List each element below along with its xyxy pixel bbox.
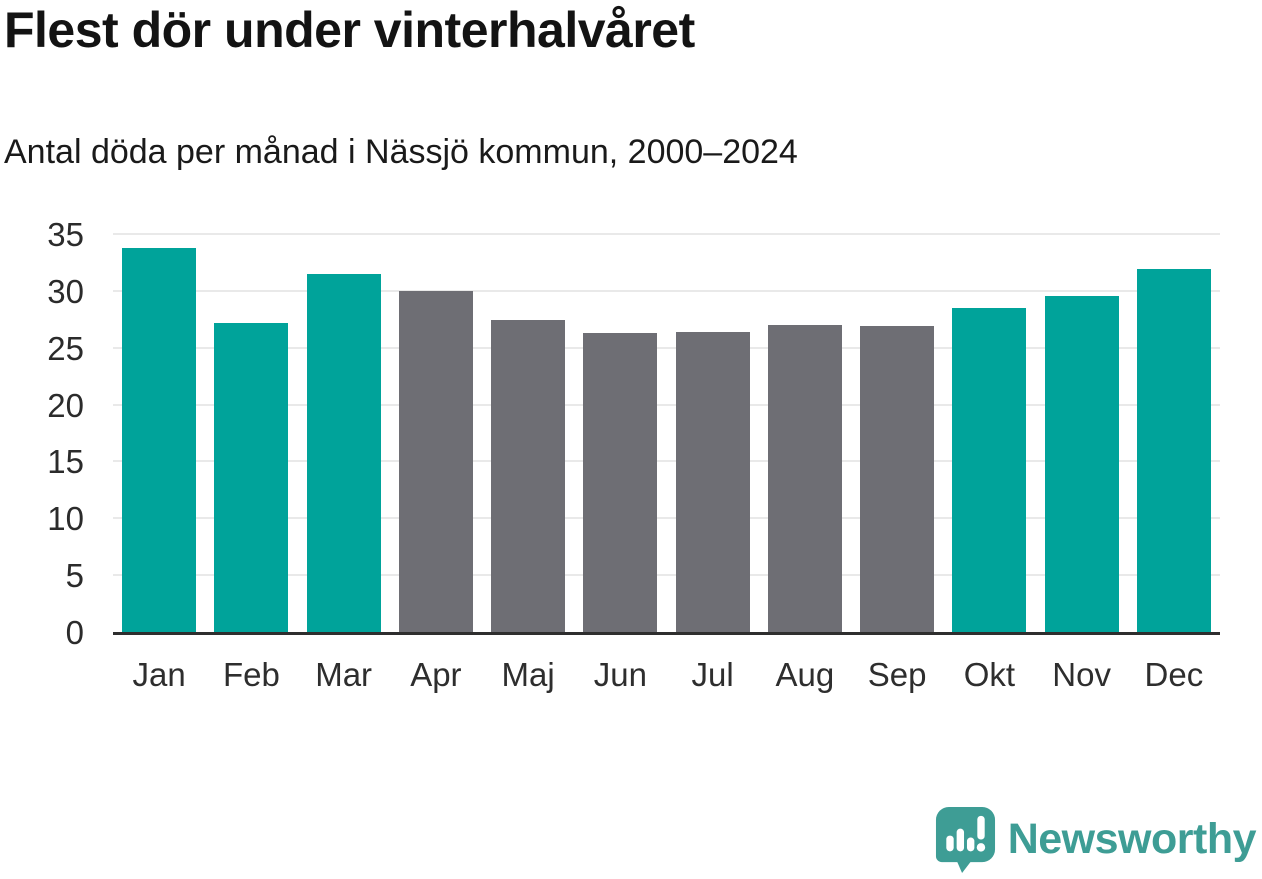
x-tick-label-maj: Maj	[501, 656, 555, 693]
chart-title: Flest dör under vinterhalvåret	[4, 2, 695, 58]
gridline-35	[113, 233, 1220, 235]
y-tick-label-0: 0	[65, 613, 84, 651]
bar-mar	[306, 273, 381, 633]
bars-row	[113, 235, 1220, 633]
bar-sep	[860, 325, 935, 633]
bar-aug	[767, 324, 842, 633]
bar-jul	[675, 331, 750, 633]
bar-jan	[122, 247, 197, 633]
y-tick-label-20: 20	[47, 386, 84, 424]
x-tick-label-dec: Dec	[1144, 656, 1204, 693]
bar-jun	[583, 332, 658, 633]
gridline-25	[113, 346, 1220, 349]
x-tick-label-sep: Sep	[867, 656, 927, 693]
y-tick-label-5: 5	[65, 556, 84, 594]
x-tick-label-okt: Okt	[963, 656, 1016, 693]
x-tick-label-apr: Apr	[410, 656, 462, 693]
newsworthy-bubble-bar-chart-icon	[935, 807, 995, 873]
x-tick-label-nov: Nov	[1052, 656, 1111, 693]
chart-subtitle: Antal döda per månad i Nässjö kommun, 20…	[4, 133, 798, 171]
x-tick-label-mar: Mar	[315, 656, 373, 693]
plot-area	[113, 233, 1220, 635]
gridline-20	[113, 403, 1220, 406]
x-axis-line	[113, 632, 1220, 635]
x-tick-label-jun: Jun	[593, 656, 647, 693]
bar-okt	[952, 307, 1027, 633]
x-tick-label-jan: Jan	[132, 656, 186, 693]
x-tick-label-jul: Jul	[691, 656, 734, 693]
x-tick-label-feb: Feb	[222, 656, 280, 693]
x-axis: Jan Feb Mar Apr Maj Jun Jul Aug Sep Okt Nov Dec	[113, 656, 1220, 694]
x-tick-label-aug: Aug	[775, 656, 835, 693]
bar-feb	[214, 322, 289, 633]
y-tick-label-15: 15	[47, 443, 84, 481]
bar-apr	[398, 290, 473, 633]
publisher-logo: Newsworthy	[934, 805, 1257, 874]
y-tick-label-35: 35	[47, 215, 84, 253]
y-axis: 0 5 10 15 20 25 30 35	[0, 218, 94, 649]
gridline-15	[113, 460, 1220, 463]
gridline-30	[113, 289, 1220, 292]
logo-text: Newsworthy	[1007, 815, 1257, 863]
bar-nov	[1044, 296, 1119, 633]
bar-dec	[1136, 269, 1211, 633]
bar-maj	[491, 320, 566, 633]
gridline-10	[113, 517, 1220, 520]
y-tick-label-25: 25	[47, 329, 84, 367]
gridline-5	[113, 574, 1220, 577]
y-tick-label-30: 30	[47, 272, 84, 310]
y-tick-label-10: 10	[47, 500, 84, 538]
